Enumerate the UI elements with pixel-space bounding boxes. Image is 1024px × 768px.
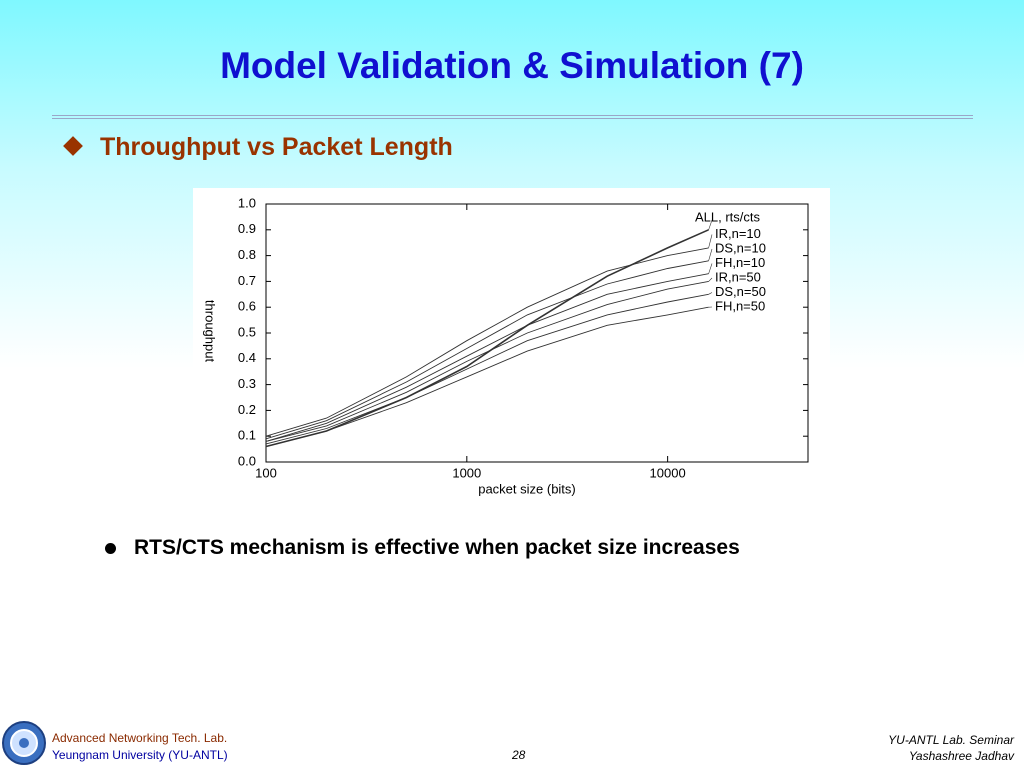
divider <box>52 118 973 119</box>
series-line <box>265 306 709 447</box>
y-tick-label: 0.2 <box>238 402 256 417</box>
footer-author: Yashashree Jadhav <box>908 749 1014 763</box>
series-line <box>265 260 709 440</box>
footer-seminar: YU-ANTL Lab. Seminar <box>888 733 1014 747</box>
y-tick-label: 0.4 <box>238 350 256 365</box>
x-axis-label: packet size (bits) <box>478 481 576 496</box>
series-line <box>265 273 709 442</box>
y-tick-label: 0.7 <box>238 273 256 288</box>
y-axis-label: throughput <box>203 300 218 363</box>
legend-label: FH,n=10 <box>715 255 765 270</box>
page-number: 28 <box>512 748 526 762</box>
series-line <box>265 293 709 445</box>
y-tick-label: 0.0 <box>238 453 256 468</box>
y-tick-label: 0.3 <box>238 376 256 391</box>
legend-label: DS,n=10 <box>715 240 766 255</box>
bullet-dot <box>105 543 116 554</box>
x-tick-label: 10000 <box>650 465 686 480</box>
logo <box>2 721 46 765</box>
leader-line <box>708 234 713 248</box>
y-tick-label: 0.9 <box>238 221 256 236</box>
x-tick-label: 100 <box>255 465 277 480</box>
legend-label: ALL, rts/cts <box>695 209 761 224</box>
footer-university: Yeungnam University (YU-ANTL) <box>52 748 228 762</box>
legend-label: DS,n=50 <box>715 284 766 299</box>
legend-label: IR,n=10 <box>715 226 761 241</box>
y-tick-label: 1.0 <box>238 195 256 210</box>
leader-line <box>708 263 713 274</box>
divider <box>52 115 973 116</box>
leader-line <box>708 277 713 282</box>
subtitle: Throughput vs Packet Length <box>100 133 453 161</box>
series-line <box>265 280 709 442</box>
leader-line <box>708 292 713 295</box>
series-line <box>265 247 709 437</box>
x-tick-label: 1000 <box>452 465 481 480</box>
legend-label: FH,n=50 <box>715 298 765 313</box>
y-tick-label: 0.1 <box>238 428 256 443</box>
footer-lab: Advanced Networking Tech. Lab. <box>52 731 228 745</box>
series-line <box>265 229 709 448</box>
slide-title: Model Validation & Simulation (7) <box>220 45 804 86</box>
legend-label: IR,n=50 <box>715 269 761 284</box>
y-tick-label: 0.5 <box>238 324 256 339</box>
leader-line <box>708 248 713 261</box>
y-tick-label: 0.8 <box>238 247 256 262</box>
leader-line <box>708 219 713 230</box>
bullet-text: RTS/CTS mechanism is effective when pack… <box>134 536 740 559</box>
chart-background <box>193 188 830 500</box>
y-tick-label: 0.6 <box>238 299 256 314</box>
